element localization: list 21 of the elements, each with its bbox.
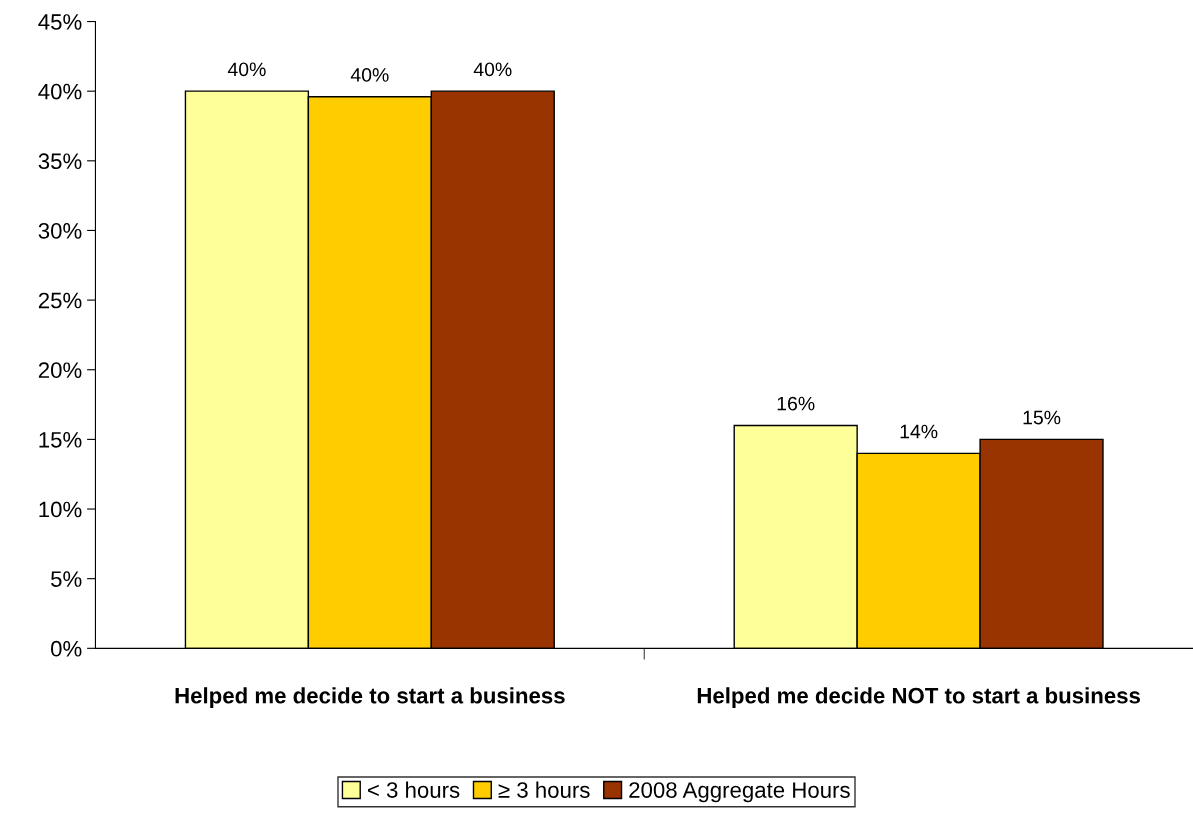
legend-label: < 3 hours [367, 781, 460, 798]
y-tick-label: 25% [38, 292, 82, 309]
legend-label: ≥ 3 hours [498, 781, 590, 798]
y-tick-label: 5% [51, 571, 82, 587]
y-tick-label: 40% [38, 83, 82, 100]
y-tick-label: 45% [38, 14, 82, 30]
data-label: 40% [473, 62, 512, 77]
y-tick-label: 35% [38, 153, 82, 170]
data-label: 40% [227, 62, 266, 77]
data-label: 15% [1023, 410, 1061, 425]
y-tick-label: 30% [38, 222, 82, 239]
legend-label: 2008 Aggregate Hours [629, 782, 850, 803]
data-label: 40% [350, 68, 389, 82]
data-label: 16% [777, 396, 815, 411]
y-tick-label: 0% [51, 640, 82, 657]
y-tick-label: 10% [39, 501, 82, 518]
y-tick-label: 20% [38, 362, 82, 379]
x-tick-label: Helped me decide to start a business [175, 687, 565, 708]
y-tick-label: 15% [39, 432, 82, 448]
data-label: 14% [900, 424, 938, 439]
x-tick-label: Helped me decide NOT to start a business [697, 687, 1140, 708]
